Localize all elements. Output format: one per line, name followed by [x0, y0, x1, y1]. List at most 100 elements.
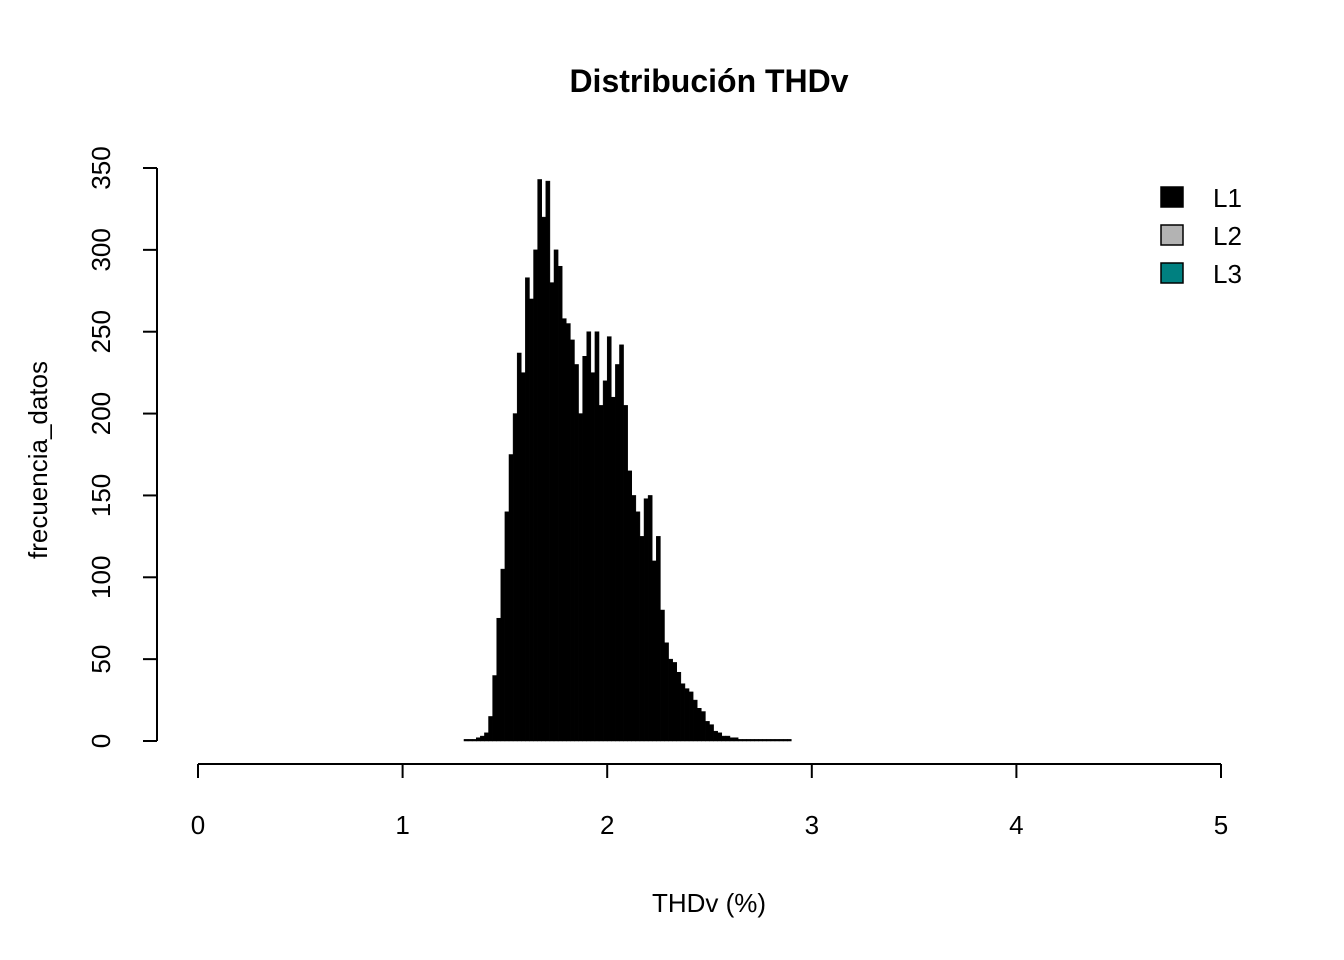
bar — [557, 265, 563, 742]
legend-swatch — [1160, 186, 1184, 208]
bar — [606, 336, 612, 742]
bar — [696, 708, 702, 742]
bar — [578, 413, 583, 742]
bar — [725, 735, 731, 742]
bar — [651, 560, 657, 742]
bar — [705, 721, 710, 742]
bar — [602, 380, 608, 742]
bar — [701, 711, 706, 742]
y-axis-label: frecuencia_datos — [23, 361, 53, 559]
bar — [504, 511, 510, 742]
bar — [488, 716, 493, 742]
x-tick-label: 1 — [395, 810, 409, 840]
y-tick-label: 350 — [86, 146, 116, 189]
bar — [476, 737, 481, 742]
bar — [496, 617, 502, 742]
legend-swatch — [1160, 224, 1184, 246]
bar — [484, 732, 489, 742]
bar — [680, 683, 686, 742]
bar — [643, 498, 649, 742]
bar — [533, 249, 538, 742]
bar — [570, 339, 575, 742]
y-tick-label: 0 — [86, 734, 116, 748]
bar — [492, 675, 497, 742]
bar — [631, 495, 637, 742]
bar — [574, 364, 579, 742]
y-tick-label: 100 — [86, 556, 116, 599]
bar — [512, 413, 518, 742]
bar — [660, 609, 665, 742]
bar — [713, 730, 718, 742]
bar — [537, 179, 542, 742]
bar — [471, 739, 477, 742]
x-tick-label: 0 — [191, 810, 205, 840]
bar — [717, 732, 723, 742]
chart-title: Distribución THDv — [569, 63, 848, 99]
bar — [746, 739, 751, 742]
bar — [566, 323, 571, 742]
y-tick-label: 200 — [86, 392, 116, 435]
bar — [737, 739, 743, 742]
y-tick-label: 300 — [86, 228, 116, 271]
legend-label: L3 — [1213, 259, 1242, 289]
bar — [754, 739, 759, 742]
bar — [733, 737, 739, 742]
bar — [692, 699, 698, 742]
x-tick-label: 3 — [805, 810, 819, 840]
bar — [770, 739, 776, 742]
bar — [463, 739, 469, 742]
x-tick-label: 4 — [1009, 810, 1023, 840]
bar — [721, 735, 727, 742]
bar — [684, 688, 690, 742]
bar — [615, 364, 620, 742]
bar — [672, 662, 678, 742]
bar — [623, 405, 628, 742]
bar — [619, 344, 624, 742]
bar — [729, 737, 735, 742]
x-tick-label: 5 — [1214, 810, 1228, 840]
bar — [516, 352, 522, 742]
bar — [762, 739, 768, 742]
bar — [627, 470, 633, 742]
bar — [635, 511, 641, 742]
bar — [586, 331, 592, 742]
bar — [750, 739, 755, 742]
bar — [766, 739, 772, 742]
bar — [553, 249, 559, 742]
y-tick-label: 150 — [86, 474, 116, 517]
bar — [668, 658, 673, 742]
bar — [582, 356, 587, 742]
bar — [549, 282, 555, 742]
bar — [647, 495, 653, 742]
legend-label: L2 — [1213, 221, 1242, 251]
bar — [594, 331, 600, 742]
bar — [611, 396, 616, 742]
bar — [782, 739, 788, 742]
bar — [500, 568, 506, 742]
bar — [709, 724, 714, 742]
x-tick-label: 2 — [600, 810, 614, 840]
bar — [541, 216, 547, 742]
bar — [664, 642, 669, 742]
y-tick-label: 50 — [86, 645, 116, 674]
legend-label: L1 — [1213, 183, 1242, 213]
bar — [598, 405, 604, 742]
bar — [590, 372, 596, 742]
x-axis-label: THDv (%) — [652, 888, 766, 918]
legend-swatch — [1160, 262, 1184, 284]
bar — [561, 318, 567, 742]
bar — [656, 536, 661, 742]
bar — [529, 298, 534, 742]
bar — [525, 277, 530, 742]
bar — [786, 739, 792, 742]
bar — [758, 739, 763, 742]
bar — [741, 739, 747, 742]
bar — [676, 671, 682, 742]
bar — [774, 739, 780, 742]
bar — [521, 372, 526, 742]
bar — [480, 735, 485, 742]
y-tick-label: 250 — [86, 310, 116, 353]
bar — [467, 739, 473, 742]
bar — [508, 454, 514, 742]
